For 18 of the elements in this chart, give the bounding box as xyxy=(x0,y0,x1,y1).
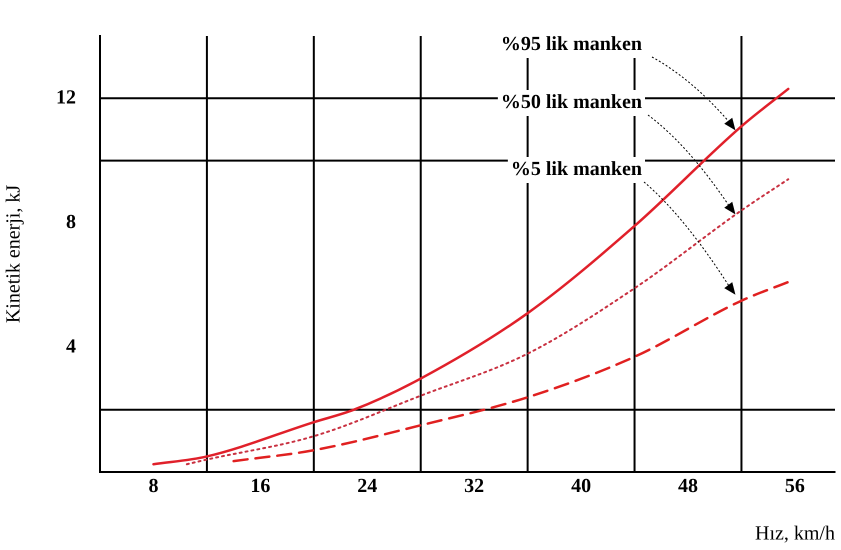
x-tick-label: 56 xyxy=(784,475,805,498)
y-tick-label: 12 xyxy=(56,86,76,108)
line-series xyxy=(152,88,790,466)
text: %50 lik manken xyxy=(500,91,642,114)
x-axis-title: Hız, km/h xyxy=(755,522,835,544)
y-tick-label: 4 xyxy=(66,336,76,358)
x-tick-label: 40 xyxy=(571,475,592,498)
x-tick-label: 48 xyxy=(678,475,698,498)
y-tick-label: 8 xyxy=(66,211,76,234)
line-series xyxy=(232,280,790,462)
x-tick-label: 8 xyxy=(148,475,158,498)
x-tick-label: 24 xyxy=(357,475,378,498)
text: %5 lik manken xyxy=(510,158,642,180)
text: %95 lik manken xyxy=(500,33,642,56)
y-axis-title: Kinetik enerji, kJ xyxy=(2,184,24,324)
line-series xyxy=(186,178,790,466)
x-tick-label: 32 xyxy=(464,475,484,498)
x-tick-label: 16 xyxy=(250,475,270,498)
